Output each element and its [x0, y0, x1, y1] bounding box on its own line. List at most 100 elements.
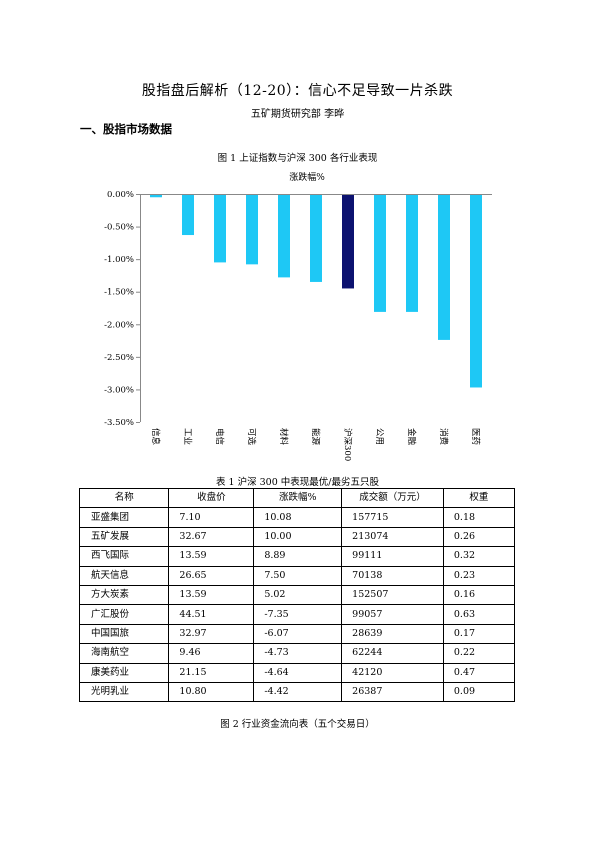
cell-change: -4.42: [253, 681, 343, 703]
header-change: 涨跌幅%: [253, 487, 343, 509]
y-tick-label: -0.50%: [104, 223, 134, 233]
category-label: 材料: [278, 428, 289, 446]
cell-turnover: 28639: [341, 623, 444, 645]
bar: [438, 195, 450, 340]
cell-turnover: 99057: [341, 604, 444, 625]
category-label: 公用: [374, 428, 384, 445]
cell-turnover: 62244: [341, 643, 444, 664]
cell-change: 5.02: [253, 584, 343, 606]
cell-weight: 0.26: [442, 526, 516, 548]
category-label: 沪深300: [342, 428, 353, 461]
header-turnover: 成交额（万元）: [341, 487, 444, 509]
cell-close: 44.51: [168, 604, 255, 625]
header-name: 名称: [78, 487, 170, 509]
y-tick-label: -2.50%: [104, 353, 134, 363]
bar: [342, 195, 354, 289]
figure2-caption: 图 2 行业资金流向表（五个交易日）: [220, 719, 375, 730]
bar: [278, 195, 290, 278]
table-row: 广汇股份 44.51 -7.35 99057 0.63: [78, 604, 516, 625]
bar: [310, 195, 322, 282]
cell-weight: 0.18: [442, 507, 516, 528]
cell-close: 26.65: [168, 565, 255, 586]
cell-close: 13.59: [168, 584, 255, 606]
cell-name: 亚盛集团: [78, 507, 170, 528]
cell-change: 8.89: [253, 546, 343, 567]
document-author: 五矿期货研究部 李晔: [250, 109, 345, 120]
header-weight: 权重: [442, 487, 516, 509]
cell-close: 7.10: [168, 507, 255, 528]
cell-change: -7.35: [253, 604, 343, 625]
bar-chart: 涨跌幅% 0.00% -0.50% -1.00% -1.50% -2.00% -2.50%…: [104, 171, 492, 461]
header-close: 收盘价: [168, 487, 255, 509]
cell-turnover: 152507: [341, 584, 444, 606]
cell-close: 10.80: [168, 681, 255, 703]
bar: [182, 195, 194, 236]
bar: [246, 195, 258, 265]
bar: [406, 195, 418, 312]
table-row: 方大炭素 13.59 5.02 152507 0.16: [78, 584, 516, 606]
table1-caption: 表 1 沪深 300 中表现最优/最劣五只股: [216, 477, 379, 488]
document-title: 股指盘后解析（12-20）：信心不足导致一片杀跌: [141, 83, 454, 99]
cell-name: 康美药业: [78, 662, 170, 683]
y-tick-label: -3.50%: [104, 418, 134, 428]
y-tick-label: 0.00%: [107, 190, 134, 200]
table-row: 光明乳业 10.80 -4.42 26387 0.09: [78, 681, 516, 703]
cell-turnover: 213074: [341, 526, 444, 548]
cell-weight: 0.16: [442, 584, 516, 606]
y-tick-label: -3.00%: [104, 385, 134, 395]
cell-change: 10.08: [253, 507, 343, 528]
section-heading: 一、股指市场数据: [80, 122, 172, 136]
category-label: 信息: [150, 428, 161, 446]
cell-name: 光明乳业: [78, 681, 170, 703]
cell-change: 10.00: [253, 526, 343, 548]
table-row: 中国国旅 32.97 -6.07 28639 0.17: [78, 623, 516, 645]
y-tick-label: -1.50%: [104, 288, 134, 298]
bar: [214, 195, 226, 263]
cell-weight: 0.47: [442, 662, 516, 683]
category-label: 消费: [438, 428, 449, 446]
table-row: 亚盛集团 7.10 10.08 157715 0.18: [78, 507, 516, 528]
chart-title: 涨跌幅%: [289, 171, 325, 183]
cell-change: -6.07: [253, 623, 343, 645]
table-row: 五矿发展 32.67 10.00 213074 0.26: [78, 526, 516, 548]
cell-close: 21.15: [168, 662, 255, 683]
cell-close: 9.46: [168, 643, 255, 664]
cell-name: 广汇股份: [78, 604, 170, 625]
cell-name: 航天信息: [78, 565, 170, 586]
table-row: 西飞国际 13.59 8.89 99111 0.32: [78, 546, 516, 567]
table-row: 康美药业 21.15 -4.64 42120 0.47: [78, 662, 516, 683]
cell-weight: 0.22: [442, 643, 516, 664]
cell-turnover: 99111: [341, 546, 444, 567]
table-row: 航天信息 26.65 7.50 70138 0.23: [78, 565, 516, 586]
figure1-caption: 图 1 上证指数与沪深 300 各行业表现: [217, 153, 378, 164]
table-row: 海南航空 9.46 -4.73 62244 0.22: [78, 643, 516, 664]
category-label: 能源: [310, 428, 321, 446]
cell-turnover: 26387: [341, 681, 444, 703]
category-label: 工业: [182, 428, 193, 445]
cell-weight: 0.32: [442, 546, 516, 567]
cell-name: 中国国旅: [78, 623, 170, 645]
category-label: 电信: [214, 428, 225, 446]
cell-weight: 0.09: [442, 681, 516, 703]
cell-weight: 0.63: [442, 604, 516, 625]
bar: [470, 195, 482, 388]
y-tick-label: -2.00%: [104, 320, 134, 330]
cell-name: 方大炭素: [78, 584, 170, 606]
cell-name: 五矿发展: [78, 526, 170, 548]
cell-change: 7.50: [253, 565, 343, 586]
category-label: 医药: [470, 428, 481, 445]
y-tick-label: -1.00%: [104, 255, 134, 265]
category-label: 金融: [406, 428, 417, 446]
cell-turnover: 70138: [341, 565, 444, 586]
cell-close: 13.59: [168, 546, 255, 567]
table-header-row: 名称 收盘价 涨跌幅% 成交额（万元） 权重: [78, 487, 516, 509]
category-label: 可选: [246, 428, 257, 446]
cell-name: 西飞国际: [78, 546, 170, 567]
stock-table: 名称 收盘价 涨跌幅% 成交额（万元） 权重 亚盛集团 7.10 10.08 1577…: [78, 487, 516, 703]
cell-weight: 0.17: [442, 623, 516, 645]
bar: [150, 195, 162, 198]
cell-name: 海南航空: [78, 643, 170, 664]
cell-turnover: 157715: [341, 507, 444, 528]
cell-close: 32.97: [168, 623, 255, 645]
cell-close: 32.67: [168, 526, 255, 548]
